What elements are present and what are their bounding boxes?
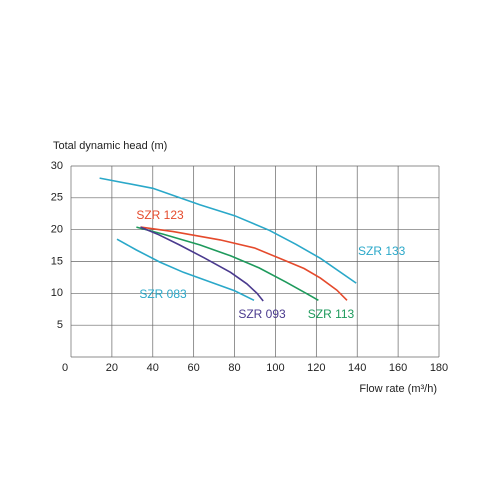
series-label: SZR 113 [308, 307, 355, 321]
curve [99, 177, 357, 284]
curve [140, 226, 348, 301]
y-tick-label: 20 [51, 224, 63, 236]
y-axis-title: Total dynamic head (m) [53, 140, 167, 152]
y-tick-label: 25 [51, 192, 63, 204]
y-tick-label: 15 [51, 255, 63, 267]
y-tick-label: 5 [57, 319, 63, 331]
x-tick-label: 180 [430, 362, 448, 374]
x-tick-label: 60 [188, 362, 200, 374]
curve [140, 226, 264, 302]
series-label: SZR 123 [136, 208, 184, 222]
x-tick-label: 160 [389, 362, 407, 374]
x-tick-label: 80 [228, 362, 240, 374]
x-tick-label: 120 [307, 362, 325, 374]
x-tick-label: 40 [147, 362, 159, 374]
x-tick-label: 20 [106, 362, 118, 374]
series-label: SZR 133 [358, 244, 406, 258]
curve [136, 226, 319, 301]
x-tick-label: 100 [266, 362, 284, 374]
x-tick-label: 140 [348, 362, 366, 374]
x-tick-label: 0 [62, 362, 68, 374]
curve [116, 238, 255, 302]
x-axis-title: Flow rate (m³/h) [359, 383, 437, 395]
y-tick-label: 10 [51, 287, 63, 299]
series-label: SZR 083 [139, 287, 187, 301]
y-tick-label: 30 [51, 160, 63, 172]
series-label: SZR 093 [238, 307, 286, 321]
